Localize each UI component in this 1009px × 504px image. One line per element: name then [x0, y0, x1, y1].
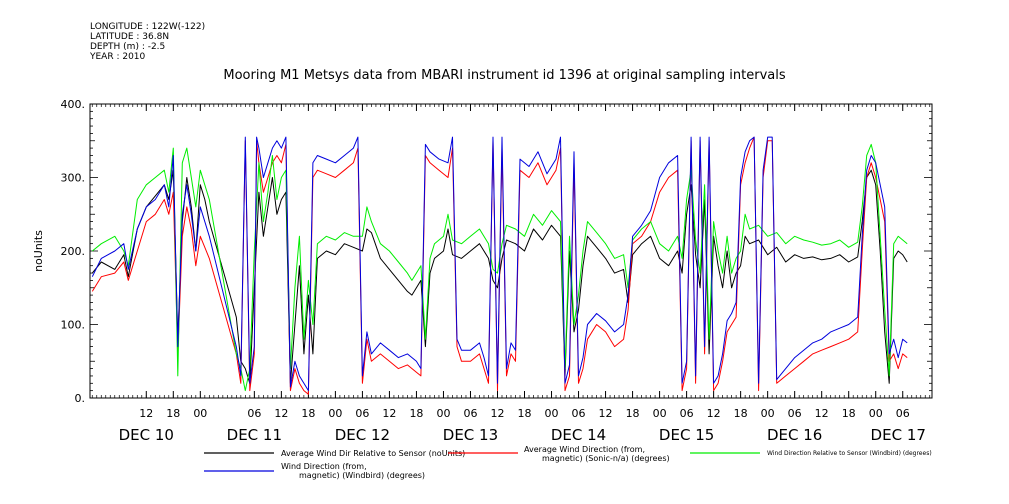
x-tick-label: 12: [490, 407, 504, 420]
x-tick-label: 00: [653, 407, 667, 420]
x-tick-label: 18: [734, 407, 748, 420]
latitude-text: LATITUDE : 36.8N: [90, 32, 170, 42]
year-text: YEAR : 2010: [90, 52, 146, 62]
x-day-label: DEC 17: [871, 426, 926, 444]
legend-label-2: Average Wind Direction (from,: [524, 445, 645, 454]
x-day-label: DEC 15: [659, 426, 714, 444]
x-day-label: DEC 16: [767, 426, 822, 444]
x-tick-label: 12: [599, 407, 613, 420]
x-tick-label: 00: [193, 407, 207, 420]
x-tick-label: 18: [166, 407, 180, 420]
x-tick-label: 18: [409, 407, 423, 420]
x-tick-label: 12: [815, 407, 829, 420]
y-axis-label: noUnits: [32, 230, 45, 272]
metadata-block: LONGITUDE : 122W(-122) LATITUDE : 36.8N …: [90, 22, 205, 62]
x-tick-label: 18: [626, 407, 640, 420]
x-tick-label: 06: [896, 407, 910, 420]
legend-label-4: magnetic) (Windbird) (degrees): [299, 471, 425, 480]
depth-text: DEPTH (m) : -2.5: [90, 42, 166, 52]
x-day-label: DEC 13: [443, 426, 498, 444]
legend-label-3: Wind Direction Relative to Sensor (Windb…: [767, 450, 932, 457]
x-tick-label: 12: [707, 407, 721, 420]
x-tick-label: 06: [680, 407, 694, 420]
x-tick-label: 18: [518, 407, 532, 420]
longitude-text: LONGITUDE : 122W(-122): [90, 22, 206, 32]
x-tick-label: 06: [247, 407, 261, 420]
x-tick-label: 06: [355, 407, 369, 420]
x-tick-label: 00: [869, 407, 883, 420]
y-tick-label: 200.: [61, 245, 86, 258]
x-tick-label: 18: [301, 407, 315, 420]
x-tick-label: 06: [788, 407, 802, 420]
x-tick-label: 12: [274, 407, 288, 420]
x-tick-label: 06: [463, 407, 477, 420]
x-day-label: DEC 10: [119, 426, 174, 444]
x-tick-label: 18: [842, 407, 856, 420]
series-line-1: [91, 169, 908, 384]
legend-label-4: Wind Direction (from,: [281, 462, 367, 471]
x-tick-label: 00: [436, 407, 450, 420]
x-day-label: DEC 14: [551, 426, 606, 444]
y-tick-label: 400.: [61, 98, 86, 111]
x-day-label: DEC 12: [335, 426, 390, 444]
x-tick-label: 12: [139, 407, 153, 420]
x-tick-label: 00: [545, 407, 559, 420]
x-tick-label: 06: [572, 407, 586, 420]
x-tick-label: 12: [382, 407, 396, 420]
chart-title: Mooring M1 Metsys data from MBARI instru…: [223, 68, 786, 83]
x-tick-label: 00: [328, 407, 342, 420]
series-line-4: [91, 136, 908, 392]
legend-label-2: magnetic) (Sonic-n/a) (degrees): [542, 454, 670, 463]
legend-label-1: Average Wind Dir Relative to Sensor (noU…: [281, 449, 465, 458]
y-tick-label: 300.: [61, 172, 86, 185]
x-day-label: DEC 11: [227, 426, 282, 444]
y-tick-label: 100.: [61, 319, 86, 332]
y-tick-label: 0.: [75, 392, 86, 405]
x-tick-label: 00: [761, 407, 775, 420]
